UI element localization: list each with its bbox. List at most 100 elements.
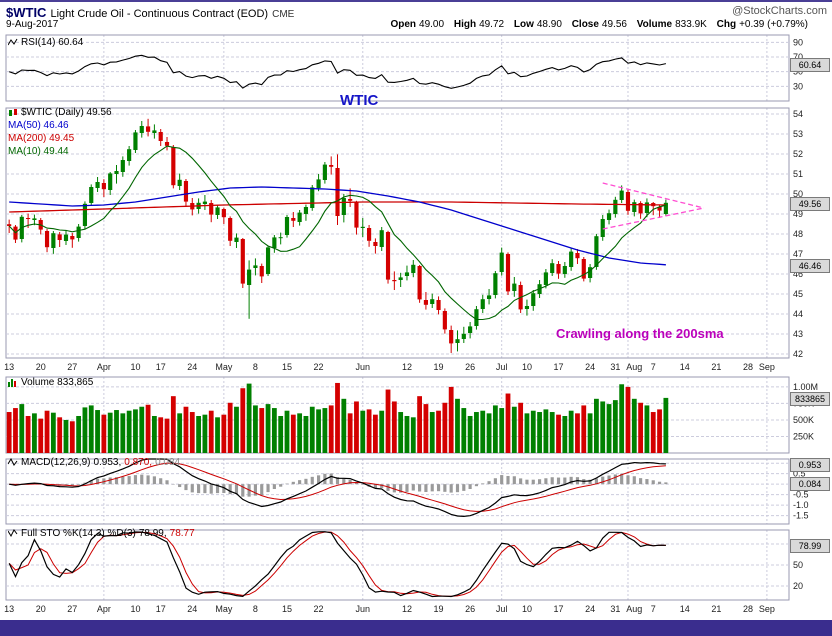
svg-text:Aug: Aug [626,362,642,372]
svg-text:Sep: Sep [759,362,775,372]
svg-text:1.00M: 1.00M [793,382,818,392]
sto-d-value: 78.77 [169,528,195,539]
stockcharts-credit: @StockCharts.com [732,5,827,17]
svg-text:31: 31 [610,604,620,614]
close-value: 49.56 [601,19,627,30]
quote-line: Open 49.00 High 49.72 Low 48.90 Close 49.56 … [383,19,808,30]
price-symbol-row: $WTIC (Daily) 49.56 [8,106,112,119]
svg-text:-1.0: -1.0 [793,500,809,510]
svg-text:21: 21 [711,362,721,372]
chart-header: $WTIC Light Crude Oil - Continuous Contra… [6,4,294,22]
svg-text:Jul: Jul [496,604,508,614]
svg-text:30: 30 [793,81,803,91]
macd-signal-value: 0.870, [124,457,153,468]
svg-text:24: 24 [187,604,197,614]
svg-text:May: May [215,362,233,372]
svg-text:54: 54 [793,109,803,119]
macd-icon [8,458,18,467]
svg-text:-0.5: -0.5 [793,490,809,500]
svg-text:48: 48 [793,229,803,239]
svg-text:Sep: Sep [759,604,775,614]
rsi-icon [8,38,18,47]
svg-text:22: 22 [314,604,324,614]
svg-text:13: 13 [4,604,14,614]
ma200-legend: MA(200) 49.45 [8,133,75,144]
svg-text:20: 20 [36,362,46,372]
svg-text:19: 19 [434,362,444,372]
svg-text:10: 10 [130,362,140,372]
svg-text:10: 10 [130,604,140,614]
macd-legend-text: MACD(12,26,9) [21,457,91,468]
chg-label: Chg [716,19,737,30]
svg-text:42: 42 [793,349,803,359]
svg-text:51: 51 [793,169,803,179]
chg-value: +0.39 (+0.79%) [739,19,808,30]
svg-text:Jul: Jul [496,362,508,372]
chart-date: 9-Aug-2017 [6,19,59,30]
crawling-annotation: Crawling along the 200sma [556,326,724,341]
svg-text:10: 10 [522,362,532,372]
ma10-legend: MA(10) 49.44 [8,146,69,157]
wtic-annotation: WTIC [340,92,379,109]
high-value: 49.72 [479,19,505,30]
price-legend: $WTIC (Daily) 49.56 MA(50) 46.46 MA(200)… [8,106,112,158]
svg-text:28: 28 [743,604,753,614]
svg-text:22: 22 [314,362,324,372]
svg-text:17: 17 [554,604,564,614]
sto-legend: Full STO %K(14,3) %D(3) 78.99, 78.77 [8,528,195,539]
macd-value: 0.953, [93,457,122,468]
svg-text:500K: 500K [793,415,814,425]
svg-text:43: 43 [793,329,803,339]
svg-text:46: 46 [793,269,803,279]
svg-text:26: 26 [465,362,475,372]
rsi-legend-text: RSI(14) 60.64 [21,37,84,48]
open-value: 49.00 [419,19,445,30]
price-last-box: 49.56 [790,197,830,211]
bottom-bar [0,620,832,636]
svg-text:52: 52 [793,149,803,159]
svg-text:24: 24 [585,604,595,614]
macd-legend: MACD(12,26,9) 0.953, 0.870, 0.084 [8,457,180,468]
svg-text:14: 14 [680,362,690,372]
volume-legend-text: Volume 833,865 [21,377,94,388]
svg-text:15: 15 [282,362,292,372]
svg-text:Apr: Apr [97,362,111,372]
svg-text:Apr: Apr [97,604,111,614]
svg-text:21: 21 [711,604,721,614]
sto-k-value: 78.99, [138,528,167,539]
instrument-title: Light Crude Oil - Continuous Contract (E… [50,8,269,20]
svg-text:8: 8 [253,604,258,614]
svg-text:0.5: 0.5 [793,469,806,479]
rsi-legend: RSI(14) 60.64 [8,37,83,48]
svg-text:27: 27 [67,604,77,614]
svg-text:17: 17 [554,362,564,372]
low-label: Low [513,19,534,30]
svg-text:15: 15 [282,604,292,614]
sto-last-box: 78.99 [790,539,830,553]
macd-hist-box: 0.084 [790,477,830,491]
svg-text:20: 20 [793,581,803,591]
high-label: High [453,19,477,30]
svg-text:53: 53 [793,129,803,139]
svg-text:12: 12 [402,604,412,614]
svg-text:31: 31 [610,362,620,372]
rsi-last-box: 60.64 [790,58,830,72]
macd-last-box: 0.953 [790,458,830,472]
svg-text:28: 28 [743,362,753,372]
open-label: Open [390,19,417,30]
svg-text:50: 50 [793,189,803,199]
svg-text:44: 44 [793,309,803,319]
svg-text:90: 90 [793,37,803,47]
svg-text:13: 13 [4,362,14,372]
volume-icon [8,378,18,387]
svg-text:17: 17 [156,604,166,614]
svg-text:Aug: Aug [626,604,642,614]
svg-text:-1.5: -1.5 [793,511,809,521]
candlestick-icon [8,108,18,117]
svg-text:24: 24 [187,362,197,372]
svg-text:17: 17 [156,362,166,372]
ma50-value-box: 46.46 [790,259,830,273]
close-label: Close [571,19,599,30]
svg-text:7: 7 [651,362,656,372]
